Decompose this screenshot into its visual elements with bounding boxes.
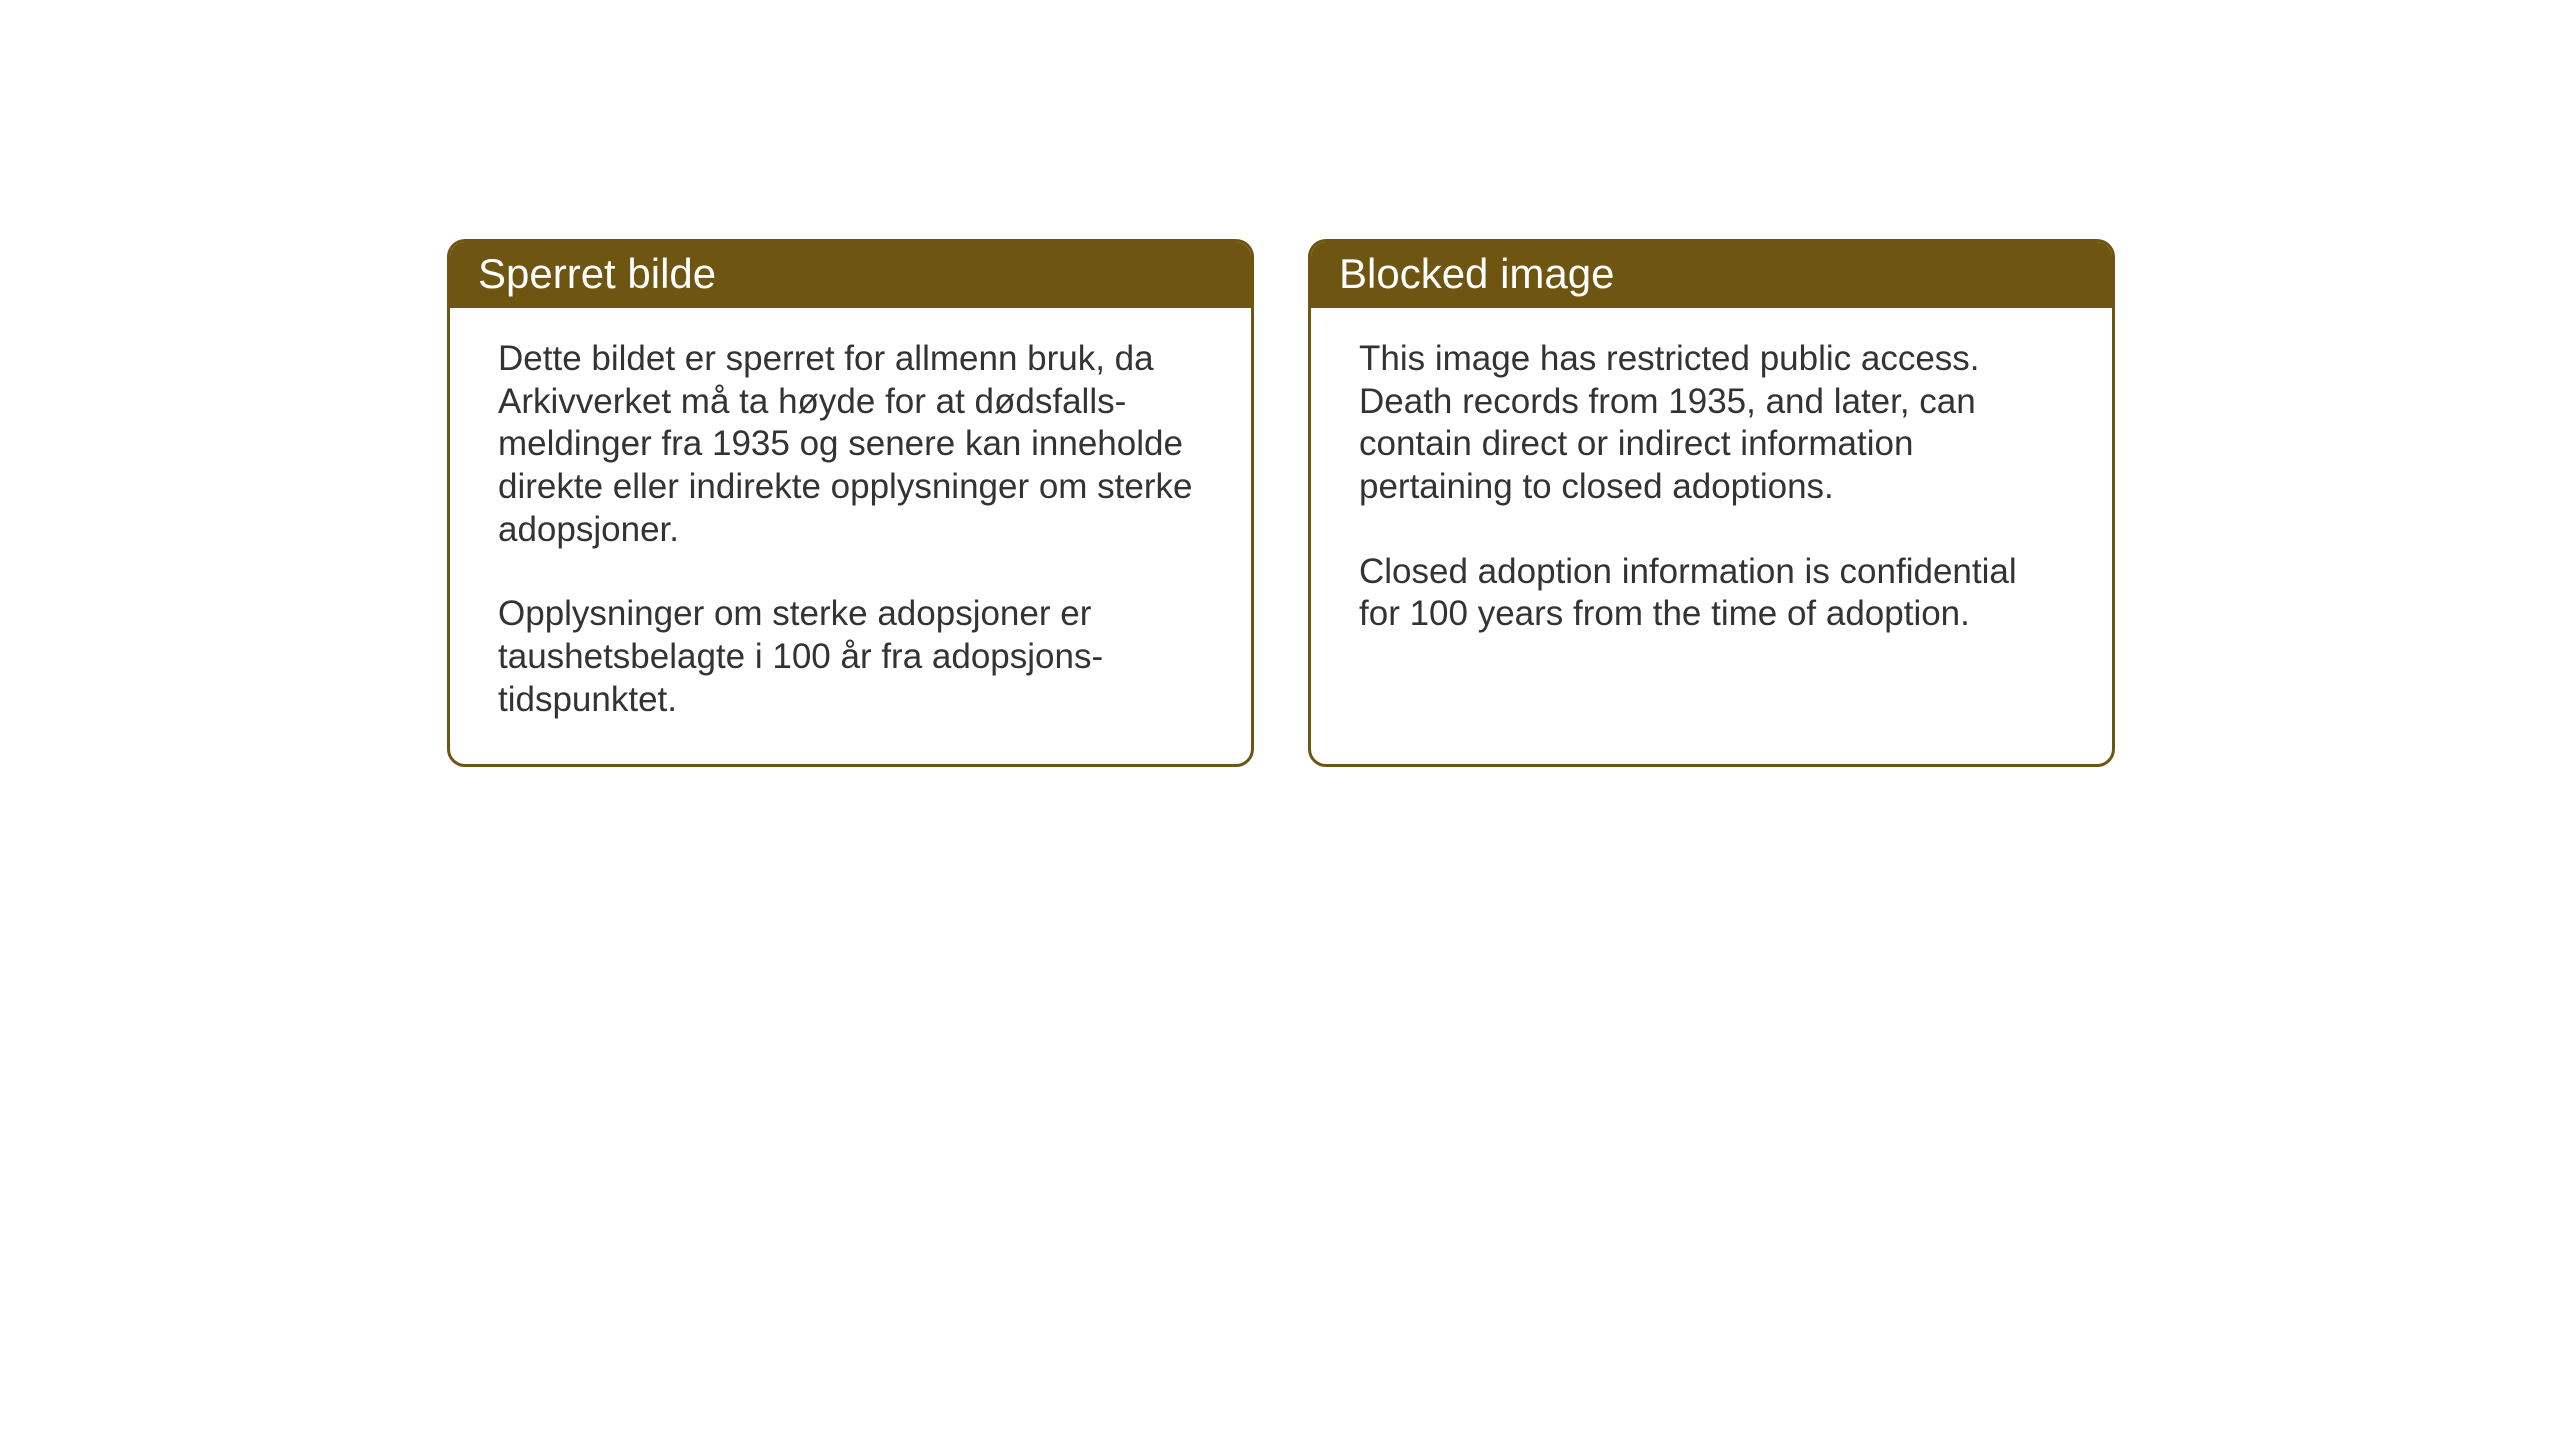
card-body-english: This image has restricted public access.… <box>1311 308 2112 678</box>
card-paragraph-english-2: Closed adoption information is confident… <box>1359 551 2064 636</box>
card-paragraph-norwegian-1: Dette bildet er sperret for allmenn bruk… <box>498 338 1203 551</box>
card-header-english: Blocked image <box>1311 242 2112 308</box>
notice-container: Sperret bilde Dette bildet er sperret fo… <box>447 239 2115 767</box>
card-title-norwegian: Sperret bilde <box>478 250 716 297</box>
card-header-norwegian: Sperret bilde <box>450 242 1251 308</box>
card-body-norwegian: Dette bildet er sperret for allmenn bruk… <box>450 308 1251 764</box>
notice-card-norwegian: Sperret bilde Dette bildet er sperret fo… <box>447 239 1254 767</box>
card-title-english: Blocked image <box>1339 250 1614 297</box>
notice-card-english: Blocked image This image has restricted … <box>1308 239 2115 767</box>
card-paragraph-english-1: This image has restricted public access.… <box>1359 338 2064 509</box>
card-paragraph-norwegian-2: Opplysninger om sterke adopsjoner er tau… <box>498 593 1203 721</box>
